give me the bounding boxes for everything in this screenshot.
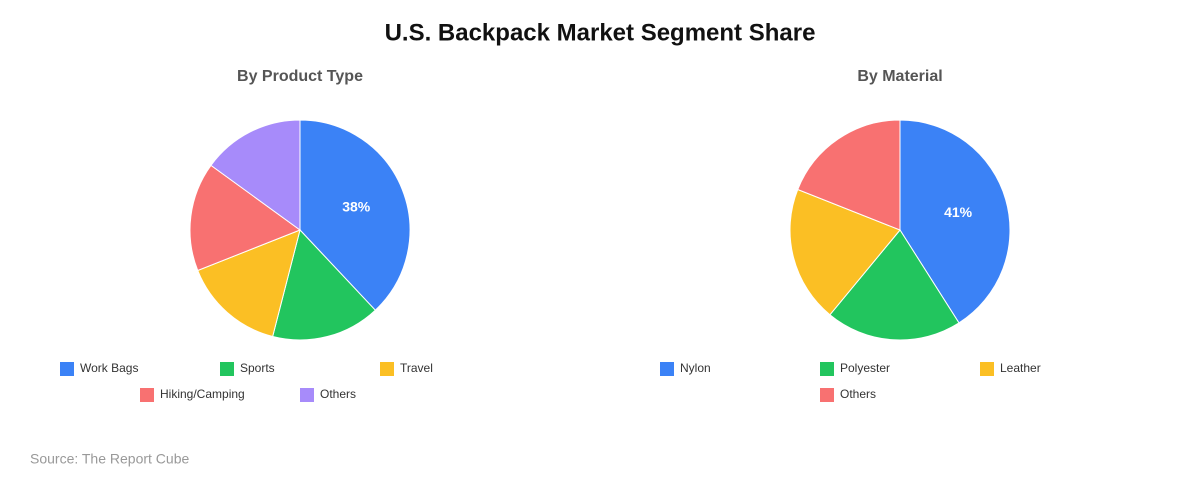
- legend-swatch: [660, 362, 674, 376]
- chart-title: U.S. Backpack Market Segment Share: [385, 19, 816, 46]
- pie-title: By Material: [857, 68, 942, 85]
- pie-slice: [299, 119, 411, 311]
- source: Source: The Report Cube: [30, 451, 189, 467]
- pie-slice: [189, 164, 302, 272]
- legend-swatch: [220, 362, 234, 376]
- legend-label: Hiking/Camping: [160, 387, 245, 401]
- legend-label: Others: [840, 387, 876, 401]
- legend-swatch: [380, 362, 394, 376]
- legend-swatch: [300, 388, 314, 402]
- legend-label: Sports: [240, 361, 275, 375]
- pie-title: By Product Type: [237, 68, 363, 85]
- pie-slice: [829, 229, 960, 341]
- legend-label: Others: [320, 387, 356, 401]
- legend-label: Work Bags: [80, 361, 138, 375]
- data-label: 41%: [944, 204, 973, 220]
- pie-slice: [797, 119, 901, 231]
- legend-swatch: [980, 362, 994, 376]
- pie-slice: [197, 229, 301, 338]
- legend-swatch: [820, 388, 834, 402]
- legend-swatch: [140, 388, 154, 402]
- data-label: 38%: [342, 198, 371, 214]
- legend-label: Leather: [1000, 361, 1041, 375]
- legend-label: Travel: [400, 361, 433, 375]
- pie-slice: [210, 119, 301, 231]
- legend-swatch: [60, 362, 74, 376]
- pie-slice: [789, 188, 901, 316]
- legend-swatch: [820, 362, 834, 376]
- pie-slice: [899, 119, 1011, 324]
- pie-slice: [272, 228, 377, 341]
- legend-label: Polyester: [840, 361, 890, 375]
- legend-label: Nylon: [680, 361, 711, 375]
